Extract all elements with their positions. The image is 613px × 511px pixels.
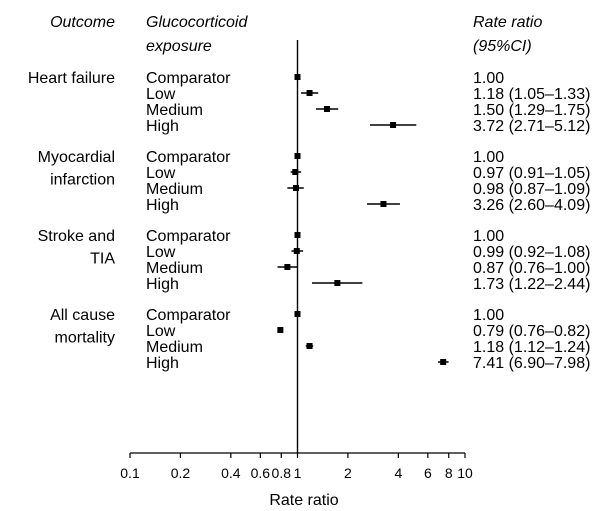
x-tick-label: 1 — [294, 465, 302, 481]
x-tick-label: 6 — [424, 465, 432, 481]
point-estimate — [294, 74, 301, 80]
x-axis: Rate ratio 0.1 0.2 0.4 0.6 0.8 1 2 4 6 8 10 — [120, 452, 473, 509]
point-estimate — [292, 169, 299, 175]
rate-ratio-value: 1.73 (1.22–2.44) — [473, 276, 590, 293]
outcome-label: mortality — [55, 329, 115, 346]
exposure-label: Medium — [146, 260, 203, 277]
exposure-label: Low — [146, 165, 176, 182]
estimate-rows: Heart failure Comparator 1.00 Low 1.18 (1.05… — [28, 70, 591, 372]
point-estimate — [294, 153, 301, 159]
x-tick-label: 0.6 — [251, 465, 271, 481]
exposure-label: Comparator — [146, 307, 231, 324]
point-estimate — [294, 232, 301, 238]
rate-ratio-value: 7.41 (6.90–7.98) — [473, 355, 590, 372]
rate-ratio-value: 0.87 (0.76–1.00) — [473, 260, 590, 277]
point-estimate — [440, 359, 447, 365]
rate-ratio-value: 1.00 — [473, 228, 504, 245]
x-tick-label: 0.4 — [221, 465, 241, 481]
exposure-label: Low — [146, 86, 176, 103]
outcome-label: All cause — [50, 307, 115, 324]
header-rate-ratio-line-2: (95%CI) — [473, 38, 532, 55]
outcome-label: Myocardial — [38, 149, 115, 166]
point-estimate — [306, 90, 313, 96]
rate-ratio-value: 1.00 — [473, 149, 504, 166]
header-outcome: Outcome — [50, 14, 115, 31]
rate-ratio-value: 1.00 — [473, 70, 504, 87]
header-rate-ratio-line-1: Rate ratio — [473, 14, 542, 31]
x-tick-label: 0.2 — [171, 465, 191, 481]
exposure-label: High — [146, 197, 179, 214]
point-estimate — [306, 343, 313, 349]
x-tick-label: 2 — [344, 465, 352, 481]
point-estimate — [293, 185, 300, 191]
header-exposure-line-1: Glucocorticoid — [146, 14, 248, 31]
point-estimate — [323, 106, 330, 112]
outcome-label: Heart failure — [28, 70, 115, 87]
exposure-label: High — [146, 355, 179, 372]
exposure-label: Medium — [146, 181, 203, 198]
rate-ratio-value: 3.72 (2.71–5.12) — [473, 118, 590, 135]
exposure-label: Comparator — [146, 70, 231, 87]
exposure-label: Comparator — [146, 228, 231, 245]
rate-ratio-value: 1.50 (1.29–1.75) — [473, 102, 590, 119]
point-estimate — [277, 327, 284, 333]
rate-ratio-value: 0.97 (0.91–1.05) — [473, 165, 590, 182]
exposure-label: Comparator — [146, 149, 231, 166]
x-tick-label: 0.1 — [120, 465, 140, 481]
rate-ratio-value: 0.79 (0.76–0.82) — [473, 323, 590, 340]
exposure-label: Medium — [146, 339, 203, 356]
point-estimate — [293, 248, 300, 254]
rate-ratio-value: 0.98 (0.87–1.09) — [473, 181, 590, 198]
x-axis-title: Rate ratio — [269, 492, 338, 509]
outcome-label: infarction — [50, 171, 115, 188]
rate-ratio-value: 1.00 — [473, 307, 504, 324]
x-tick-label: 4 — [394, 465, 402, 481]
exposure-label: Low — [146, 323, 176, 340]
x-tick-label: 10 — [457, 465, 473, 481]
point-estimate — [390, 122, 397, 128]
exposure-label: Low — [146, 244, 176, 261]
column-headers: Outcome Glucocorticoid exposure Rate rat… — [50, 14, 542, 55]
outcome-label: Stroke and — [38, 228, 115, 245]
exposure-label: Medium — [146, 102, 203, 119]
rate-ratio-value: 1.18 (1.12–1.24) — [473, 339, 590, 356]
point-estimate — [334, 280, 341, 286]
point-estimate — [294, 311, 301, 317]
point-estimate — [380, 201, 387, 207]
rate-ratio-value: 0.99 (0.92–1.08) — [473, 244, 590, 261]
header-exposure-line-2: exposure — [146, 38, 212, 55]
point-estimate — [284, 264, 291, 270]
outcome-label: TIA — [90, 250, 115, 267]
x-tick-label: 8 — [445, 465, 453, 481]
rate-ratio-value: 1.18 (1.05–1.33) — [473, 86, 590, 103]
x-tick-label: 0.8 — [272, 465, 292, 481]
exposure-label: High — [146, 118, 179, 135]
exposure-label: High — [146, 276, 179, 293]
rate-ratio-value: 3.26 (2.60–4.09) — [473, 197, 590, 214]
